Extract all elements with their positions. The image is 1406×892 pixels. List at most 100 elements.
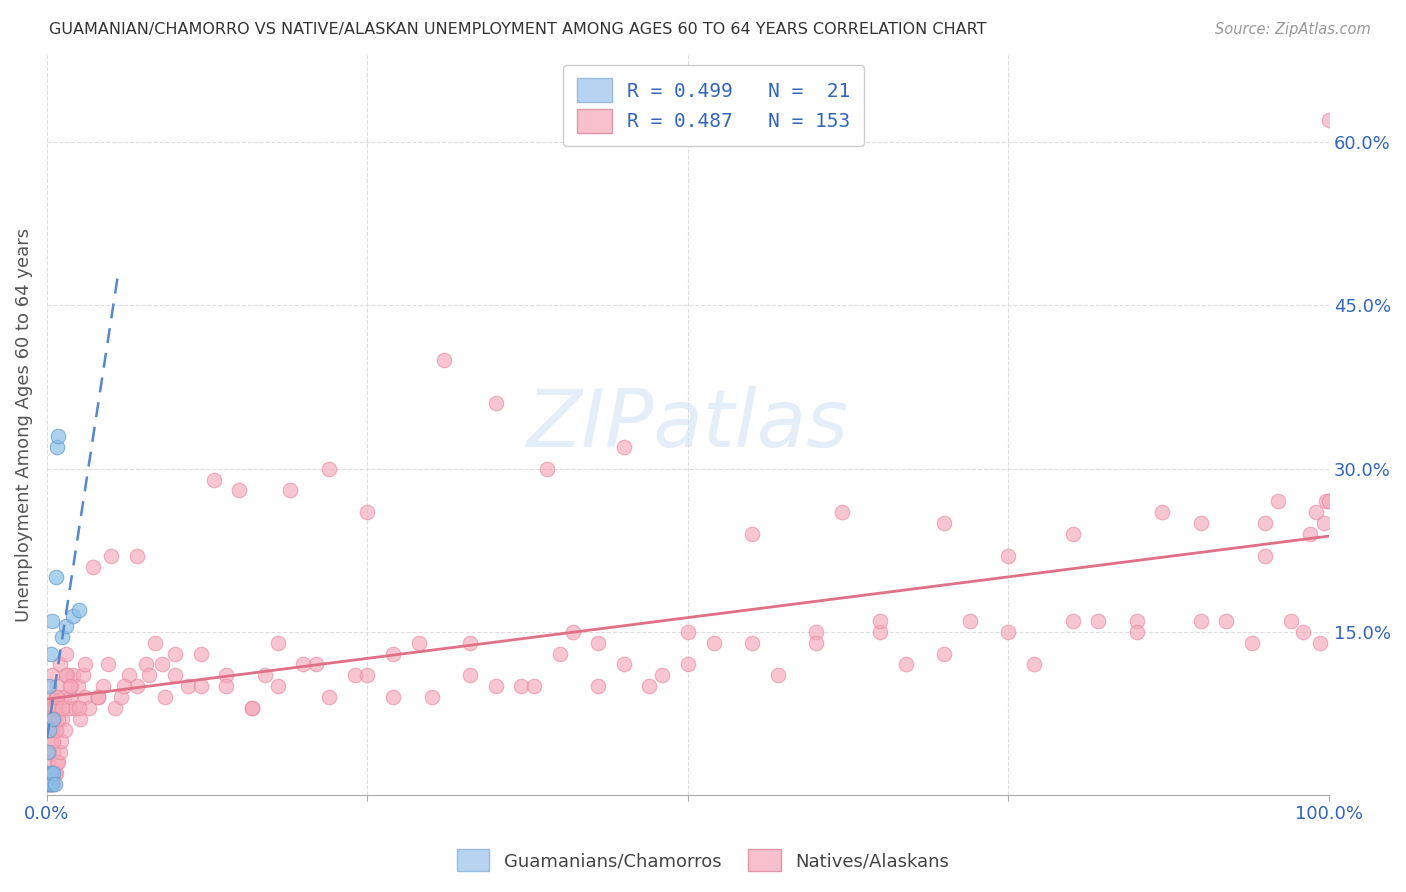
Point	[44, 777, 66, 791]
Point	[382, 690, 405, 705]
Point	[997, 624, 1019, 639]
Point	[536, 461, 558, 475]
Point	[55, 647, 77, 661]
Point	[613, 440, 636, 454]
Point	[45, 690, 67, 705]
Point	[41, 668, 63, 682]
Point	[39, 777, 62, 791]
Point	[165, 668, 187, 682]
Point	[305, 657, 328, 672]
Point	[69, 712, 91, 726]
Point	[1317, 113, 1340, 128]
Point	[150, 657, 173, 672]
Point	[523, 679, 546, 693]
Point	[49, 733, 72, 747]
Point	[1062, 614, 1084, 628]
Point	[87, 690, 110, 705]
Point	[869, 624, 891, 639]
Point	[894, 657, 917, 672]
Point	[382, 647, 405, 661]
Point	[48, 745, 70, 759]
Point	[42, 745, 65, 759]
Point	[41, 614, 63, 628]
Point	[1299, 527, 1322, 541]
Point	[613, 657, 636, 672]
Point	[343, 668, 366, 682]
Point	[48, 701, 70, 715]
Point	[75, 657, 97, 672]
Point	[1062, 527, 1084, 541]
Point	[75, 690, 97, 705]
Point	[1317, 494, 1340, 508]
Point	[292, 657, 315, 672]
Point	[1087, 614, 1109, 628]
Point	[1241, 636, 1264, 650]
Point	[280, 483, 302, 498]
Text: GUAMANIAN/CHAMORRO VS NATIVE/ALASKAN UNEMPLOYMENT AMONG AGES 60 TO 64 YEARS CORR: GUAMANIAN/CHAMORRO VS NATIVE/ALASKAN UNE…	[49, 22, 987, 37]
Point	[51, 630, 73, 644]
Point	[46, 440, 69, 454]
Point	[676, 624, 699, 639]
Point	[37, 777, 59, 791]
Point	[97, 657, 120, 672]
Point	[46, 679, 69, 693]
Point	[62, 608, 84, 623]
Point	[1152, 505, 1174, 519]
Point	[318, 690, 340, 705]
Point	[91, 679, 114, 693]
Point	[42, 777, 65, 791]
Point	[48, 712, 70, 726]
Point	[39, 690, 62, 705]
Point	[37, 745, 59, 759]
Point	[804, 636, 827, 650]
Point	[37, 723, 59, 737]
Point	[266, 679, 288, 693]
Point	[42, 766, 65, 780]
Point	[586, 679, 609, 693]
Point	[45, 723, 67, 737]
Point	[215, 668, 238, 682]
Point	[72, 668, 94, 682]
Point	[190, 647, 212, 661]
Point	[60, 679, 83, 693]
Point	[59, 690, 82, 705]
Point	[741, 527, 763, 541]
Point	[202, 473, 225, 487]
Point	[44, 701, 66, 715]
Point	[38, 723, 60, 737]
Point	[39, 712, 62, 726]
Point	[125, 549, 148, 563]
Point	[356, 668, 378, 682]
Point	[82, 559, 104, 574]
Point	[1024, 657, 1046, 672]
Point	[46, 756, 69, 770]
Point	[485, 396, 508, 410]
Point	[1279, 614, 1302, 628]
Point	[318, 461, 340, 475]
Point	[959, 614, 981, 628]
Point	[41, 723, 63, 737]
Point	[37, 756, 59, 770]
Point	[135, 657, 157, 672]
Point	[766, 668, 789, 682]
Point	[42, 701, 65, 715]
Point	[100, 549, 122, 563]
Point	[44, 712, 66, 726]
Point	[240, 701, 263, 715]
Point	[38, 777, 60, 791]
Point	[190, 679, 212, 693]
Point	[240, 701, 263, 715]
Point	[38, 701, 60, 715]
Point	[66, 679, 89, 693]
Point	[548, 647, 571, 661]
Point	[63, 701, 86, 715]
Point	[420, 690, 443, 705]
Point	[41, 723, 63, 737]
Point	[741, 636, 763, 650]
Point	[41, 777, 63, 791]
Point	[1125, 614, 1147, 628]
Point	[55, 619, 77, 633]
Point	[266, 636, 288, 650]
Point	[41, 777, 63, 791]
Point	[58, 701, 80, 715]
